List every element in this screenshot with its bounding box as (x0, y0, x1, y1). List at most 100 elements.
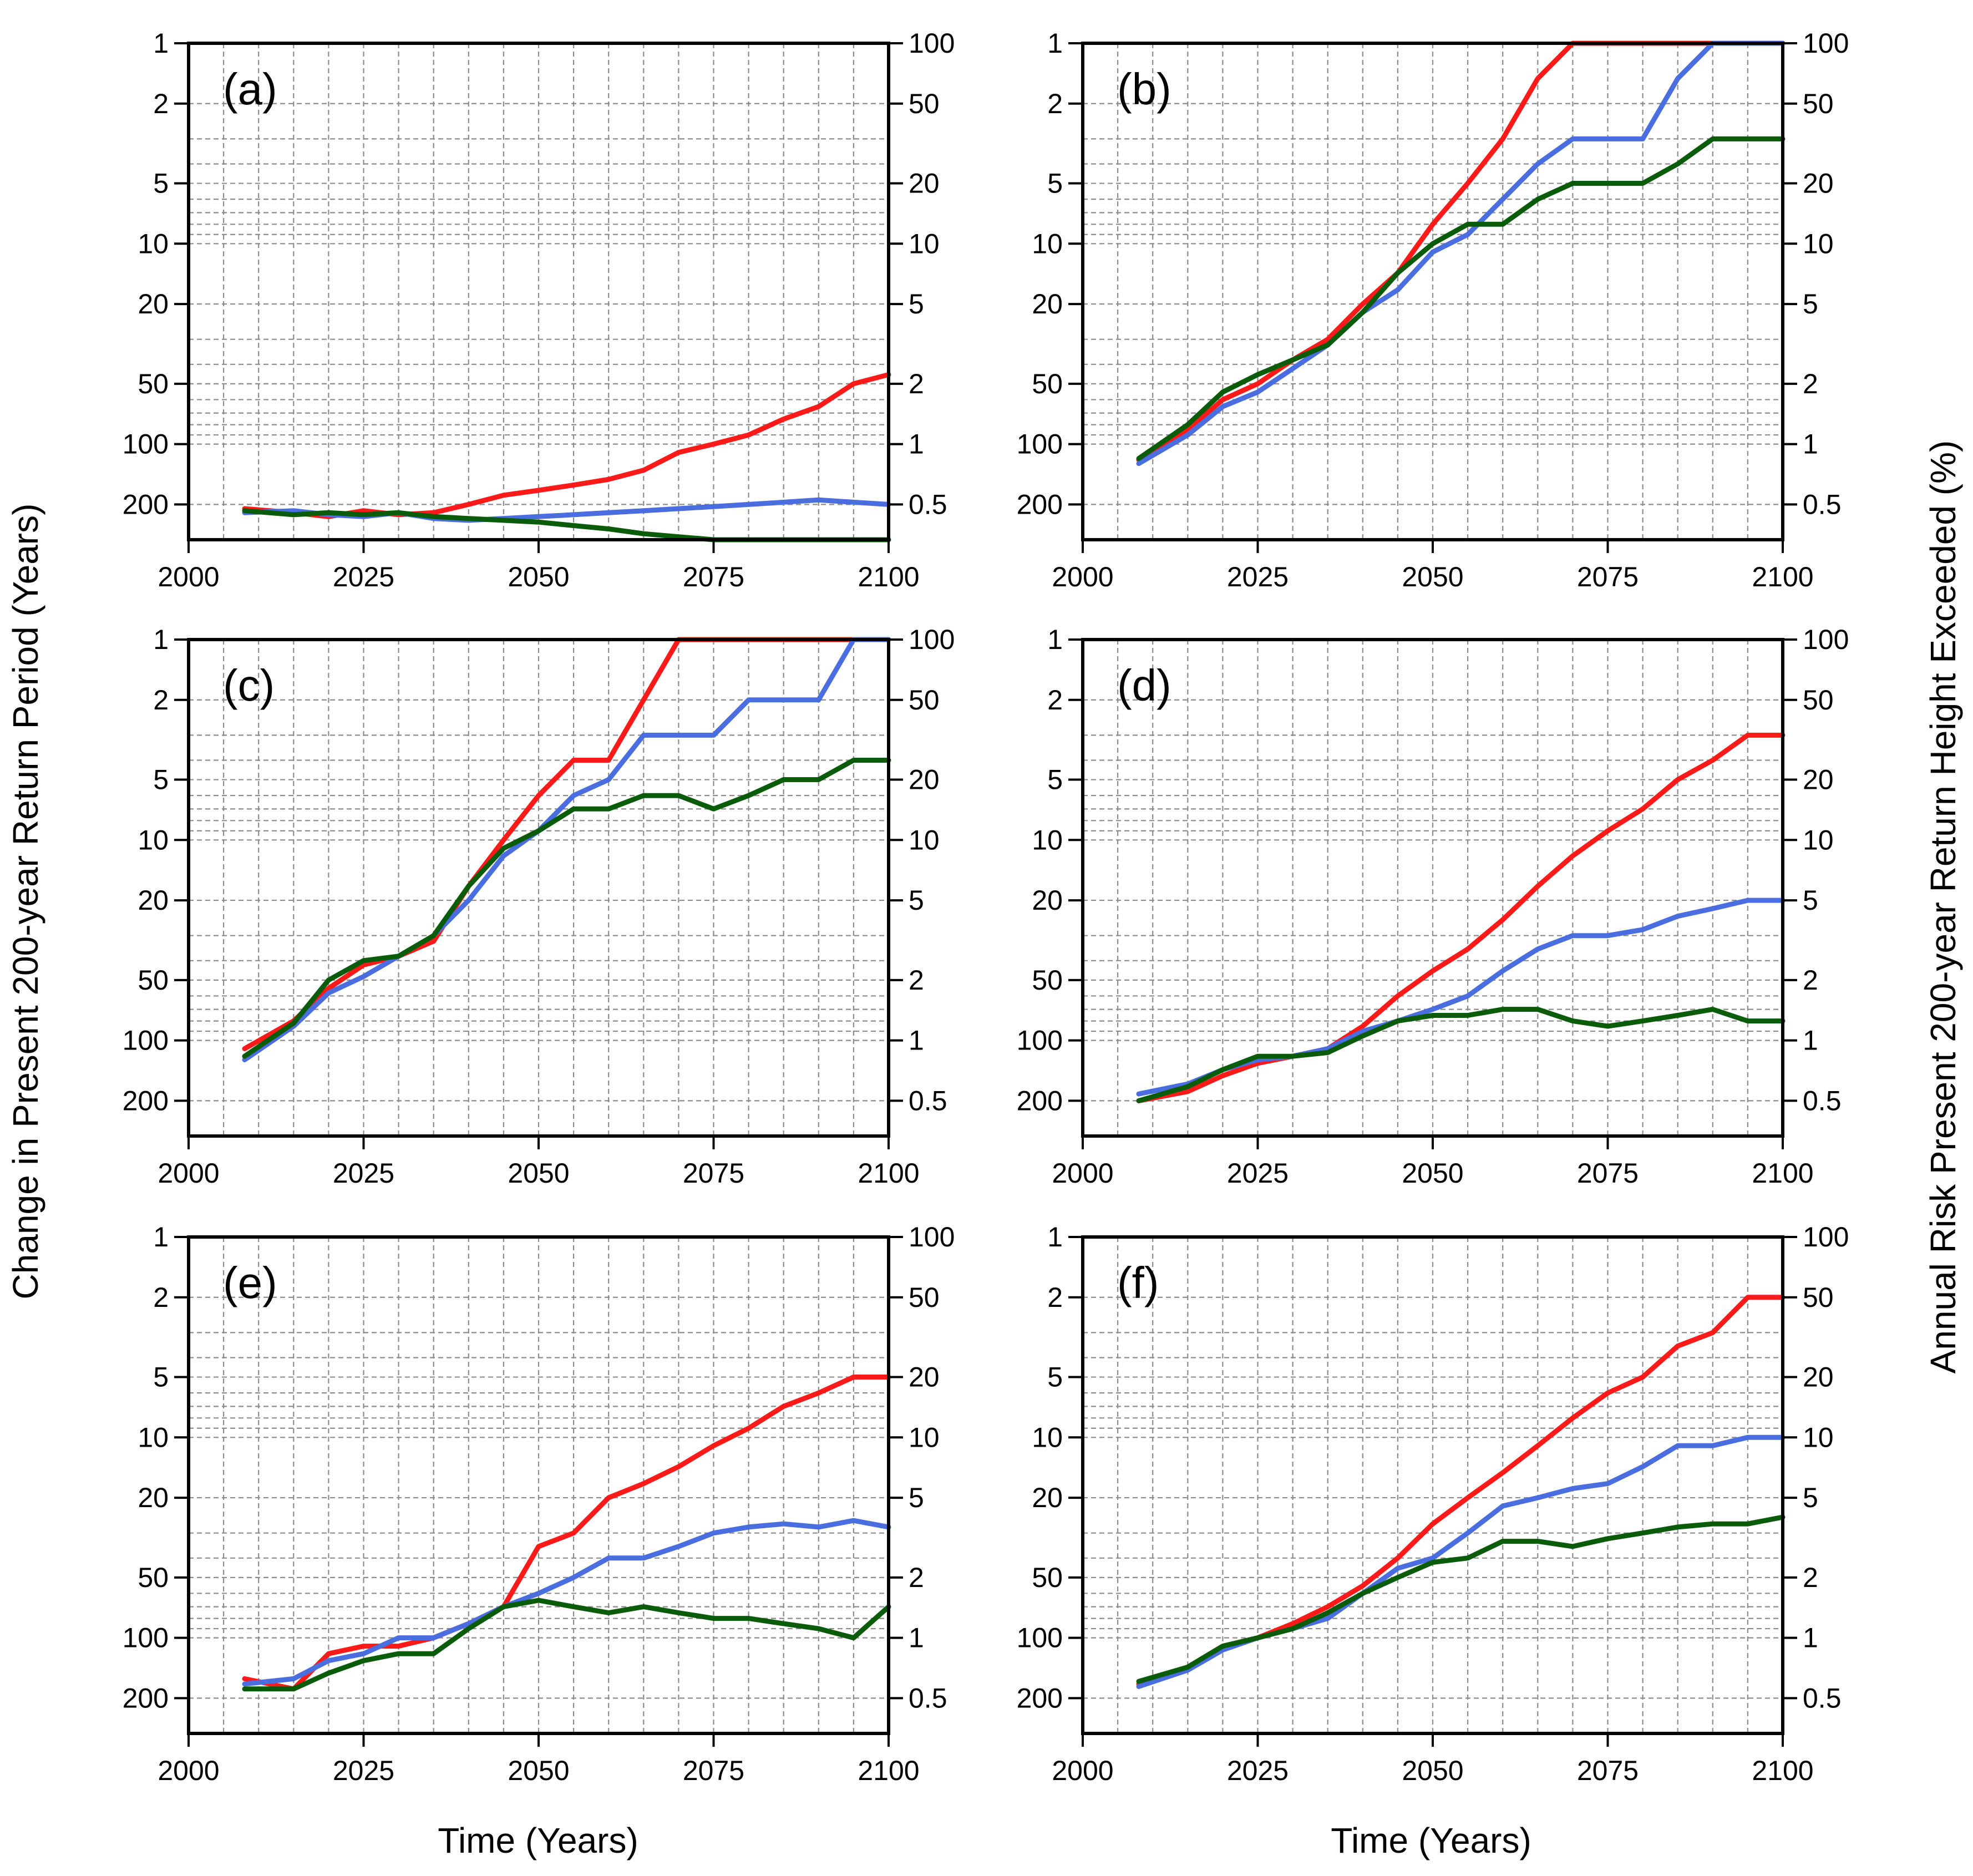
y-tick-label-right: 0.5 (1803, 1085, 1842, 1116)
y-tick-label-left: 200 (1017, 489, 1063, 520)
y-tick-label-right: 10 (909, 228, 940, 259)
grid (189, 638, 889, 1136)
series-line-red (242, 1375, 891, 1692)
y-tick-label-right: 2 (1803, 1562, 1818, 1593)
x-tick-label: 2000 (158, 1158, 219, 1189)
series-line-red (1136, 40, 1786, 463)
y-tick-label-left: 50 (1032, 368, 1063, 399)
y-tick-label-right: 2 (909, 368, 924, 399)
y-tick-label-right: 1 (1803, 1025, 1818, 1056)
y-tick-label-left: 2 (153, 685, 169, 716)
y-tick-label-right: 0.5 (909, 1682, 947, 1713)
series-line-green (242, 1598, 891, 1692)
y-tick-label-left: 5 (153, 168, 169, 199)
y-tick-label-right: 50 (1803, 88, 1834, 119)
x-tick-label: 2000 (158, 561, 219, 592)
y-tick-label-left: 20 (138, 885, 169, 916)
plot-frame (1081, 1235, 1784, 1735)
left-axis-title: Change in Present 200-year Return Period… (6, 504, 45, 1300)
y-tick-label-left: 200 (1017, 1085, 1063, 1116)
x-tick-label: 2075 (683, 1158, 744, 1189)
grid (189, 42, 889, 540)
y-tick-label-left: 2 (1047, 88, 1063, 119)
plot-frame (187, 1235, 890, 1735)
grid (1083, 1236, 1783, 1733)
y-tick-label-left: 5 (1047, 168, 1063, 199)
series-line-green (1136, 1514, 1786, 1684)
y-tick-label-left: 100 (1017, 1025, 1063, 1056)
series-line-blue (1136, 898, 1786, 1097)
y-tick-label-right: 1 (909, 1623, 924, 1654)
y-tick-label-right: 5 (1803, 288, 1818, 320)
y-tick-label-left: 100 (123, 1623, 169, 1654)
y-tick-label-left: 1 (1047, 28, 1063, 59)
y-tick-label-right: 10 (1803, 824, 1834, 855)
x-tick-label: 2100 (1752, 1755, 1813, 1786)
y-tick-label-right: 2 (909, 1562, 924, 1593)
y-tick-label-left: 20 (138, 288, 169, 320)
panel-label: (e) (223, 1258, 277, 1307)
x-tick-label: 2050 (508, 1755, 569, 1786)
x-tick-label: 2000 (158, 1755, 219, 1786)
y-tick-label-left: 5 (1047, 1362, 1063, 1393)
y-tick-label-left: 50 (1032, 965, 1063, 996)
y-tick-label-right: 5 (1803, 1482, 1818, 1513)
x-tick-label: 2050 (1402, 561, 1463, 592)
x-tick-label: 2075 (1577, 1755, 1639, 1786)
y-tick-label-right: 5 (909, 885, 924, 916)
y-tick-label-right: 10 (1803, 228, 1834, 259)
x-tick-label: 2025 (1227, 1755, 1289, 1786)
y-tick-label-left: 100 (1017, 1623, 1063, 1654)
y-tick-label-left: 2 (153, 1282, 169, 1313)
x-tick-label: 2075 (683, 561, 744, 592)
y-tick-label-left: 50 (1032, 1562, 1063, 1593)
y-tick-label-right: 50 (909, 88, 940, 119)
series-line-red (1136, 732, 1786, 1103)
y-tick-label-right: 20 (909, 1362, 940, 1393)
plot-frame (187, 42, 890, 541)
y-tick-label-right: 1 (909, 429, 924, 460)
series-line-green (1136, 136, 1786, 462)
y-tick-label-left: 50 (138, 1562, 169, 1593)
x-tick-label: 2000 (1052, 561, 1113, 592)
y-tick-label-left: 50 (138, 965, 169, 996)
y-tick-label-left: 10 (1032, 824, 1063, 855)
y-tick-label-left: 5 (153, 764, 169, 795)
y-tick-label-left: 1 (153, 28, 169, 59)
x-tick-label: 2025 (1227, 561, 1289, 592)
y-tick-label-right: 5 (1803, 885, 1818, 916)
y-tick-label-right: 2 (1803, 965, 1818, 996)
x-axis-title-right: Time (Years) (1331, 1821, 1531, 1860)
y-tick-label-left: 1 (1047, 624, 1063, 655)
y-tick-label-left: 2 (1047, 685, 1063, 716)
y-tick-label-right: 0.5 (1803, 489, 1842, 520)
x-tick-label: 2075 (1577, 1158, 1639, 1189)
x-tick-label: 2100 (1752, 561, 1813, 592)
series-line-blue (1136, 40, 1786, 467)
y-tick-label-right: 10 (909, 1422, 940, 1453)
y-tick-label-right: 5 (909, 288, 924, 320)
y-tick-label-right: 100 (1803, 1221, 1849, 1253)
y-tick-label-left: 5 (1047, 764, 1063, 795)
panel-label: (d) (1117, 661, 1171, 710)
y-tick-label-right: 50 (1803, 685, 1834, 716)
y-tick-label-right: 0.5 (909, 489, 947, 520)
y-tick-label-right: 20 (1803, 168, 1834, 199)
y-tick-label-left: 10 (138, 228, 169, 259)
series-line-blue (242, 497, 891, 523)
x-tick-label: 2000 (1052, 1158, 1113, 1189)
series-line-blue (242, 1518, 891, 1687)
y-tick-label-left: 2 (153, 88, 169, 119)
y-tick-label-right: 50 (909, 1282, 940, 1313)
series-line-green (1136, 1007, 1786, 1103)
y-tick-label-right: 20 (1803, 764, 1834, 795)
x-tick-label: 2100 (1752, 1158, 1813, 1189)
y-tick-label-right: 100 (909, 28, 955, 59)
series-line-red (1136, 1295, 1786, 1687)
y-tick-label-right: 100 (909, 1221, 955, 1253)
